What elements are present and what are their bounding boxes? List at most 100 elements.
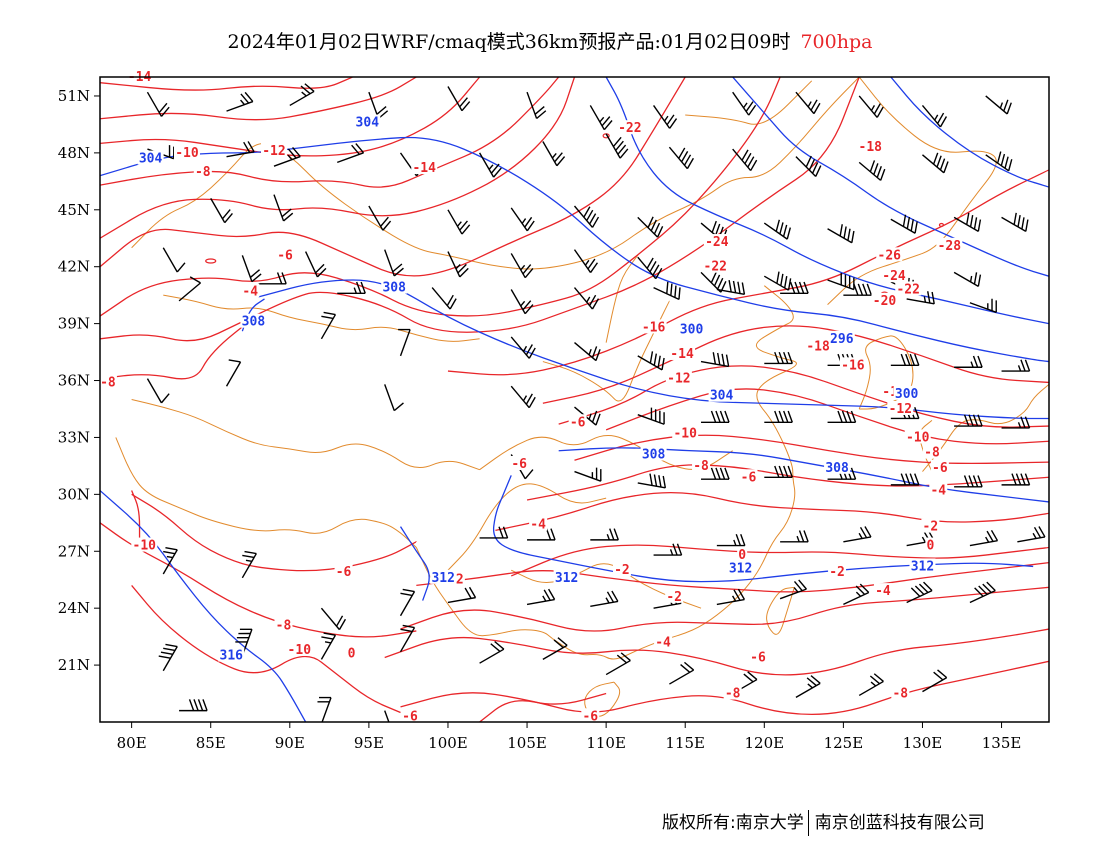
border-line bbox=[115, 437, 417, 548]
wind-barb bbox=[890, 214, 918, 234]
height-contour bbox=[558, 447, 1049, 503]
temperature-label-bg bbox=[669, 345, 696, 360]
height-label-bg bbox=[828, 330, 855, 345]
footer-divider bbox=[807, 810, 809, 836]
temperature-contour bbox=[416, 562, 1049, 593]
wind-barb bbox=[320, 607, 347, 631]
chart-title: 2024年01月02日WRF/cmaq模式36km预报产品:01月02日09时 7… bbox=[0, 27, 1100, 54]
wind-barb bbox=[764, 351, 793, 365]
temperature-label: -12 bbox=[889, 402, 912, 417]
lat-tick-label: 51N bbox=[58, 87, 90, 105]
temperature-label-bg bbox=[411, 160, 438, 175]
wind-barb bbox=[858, 673, 884, 697]
temperature-label-bg bbox=[640, 319, 667, 334]
height-label: 312 bbox=[431, 571, 454, 586]
temperature-contour bbox=[526, 464, 1049, 501]
wind-barb bbox=[447, 586, 477, 604]
temperature-label-bg bbox=[665, 588, 684, 603]
wind-barb bbox=[922, 152, 949, 174]
wind-barb bbox=[398, 328, 411, 357]
lon-tick-label: 95E bbox=[354, 734, 384, 752]
temperature-contour bbox=[131, 584, 401, 714]
wind-barb bbox=[320, 311, 337, 340]
height-label-bg bbox=[909, 558, 936, 573]
wind-barb bbox=[226, 91, 254, 112]
wind-barb bbox=[510, 336, 536, 359]
lon-tick-label: 100E bbox=[428, 734, 468, 752]
temperature-label-bg bbox=[748, 649, 767, 664]
temperature-contour bbox=[100, 77, 560, 188]
temperature-label-bg bbox=[581, 708, 600, 723]
temperature-label: -4 bbox=[242, 284, 258, 299]
border-line bbox=[922, 383, 1049, 472]
height-label-bg bbox=[727, 560, 754, 575]
lon-tick-label: 80E bbox=[117, 734, 147, 752]
height-label-bg bbox=[354, 114, 381, 129]
wind-barb bbox=[542, 637, 568, 661]
height-label: 316 bbox=[220, 649, 244, 664]
wind-barb bbox=[590, 528, 619, 541]
height-label: 304 bbox=[710, 389, 734, 404]
height-label: 296 bbox=[830, 332, 854, 347]
wind-barb bbox=[890, 353, 920, 367]
height-label-bg bbox=[678, 321, 705, 336]
wind-barb bbox=[700, 271, 727, 293]
temperature-label: 0 bbox=[738, 548, 746, 563]
temperature-label: -22 bbox=[896, 282, 919, 297]
wind-barb bbox=[573, 287, 600, 310]
wind-barb bbox=[574, 467, 602, 482]
height-label: 312 bbox=[555, 571, 578, 586]
height-contour bbox=[732, 77, 1049, 277]
wind-barb bbox=[732, 91, 757, 116]
temperature-label: -24 bbox=[705, 235, 729, 250]
wind-barb bbox=[542, 141, 566, 167]
lon-tick-label: 90E bbox=[275, 734, 305, 752]
temperature-label: -18 bbox=[806, 339, 830, 354]
lat-tick-label: 30N bbox=[58, 485, 90, 503]
temperature-label: -14 bbox=[412, 161, 436, 176]
height-label-bg bbox=[137, 150, 164, 165]
temperature-label: -8 bbox=[276, 618, 292, 633]
wind-barb bbox=[226, 141, 255, 158]
wind-barb bbox=[653, 281, 681, 301]
axis-ticks-layer: 80E 85E 90E 95E 100E 105E 110E 115E 120E 125E 130E… bbox=[58, 87, 1022, 752]
wind-barb bbox=[399, 588, 416, 617]
wind-barb bbox=[526, 588, 556, 606]
wind-barb bbox=[384, 710, 390, 722]
temperature-label: -4 bbox=[530, 518, 546, 533]
height-label: 312 bbox=[729, 561, 752, 576]
wind-barb bbox=[969, 298, 997, 313]
wind-barb bbox=[241, 550, 257, 579]
border-line bbox=[163, 294, 480, 342]
lon-tick-label: 125E bbox=[824, 734, 864, 752]
lon-tick-label: 135E bbox=[982, 734, 1022, 752]
height-label-bg bbox=[240, 313, 267, 328]
wind-barb bbox=[447, 209, 471, 235]
temperature-contours-layer bbox=[100, 77, 1049, 722]
temperature-label: -4 bbox=[930, 484, 946, 499]
copyright-company: 南京创蓝科技有限公司 bbox=[814, 813, 985, 833]
temperature-label-bg bbox=[334, 564, 353, 579]
temperature-contour bbox=[100, 522, 417, 638]
temperature-label-bg bbox=[276, 247, 295, 262]
temperature-label-bg bbox=[904, 429, 931, 444]
wind-barb bbox=[162, 247, 186, 273]
wind-barb bbox=[668, 146, 694, 170]
map-frame bbox=[99, 76, 1050, 723]
border-line bbox=[766, 586, 795, 635]
lon-tick-label: 85E bbox=[196, 734, 226, 752]
border-line bbox=[415, 547, 553, 639]
wind-barb bbox=[605, 133, 629, 159]
wind-barb bbox=[827, 272, 855, 291]
temperature-label: -6 bbox=[277, 248, 293, 263]
temperature-label: -2 bbox=[666, 590, 682, 605]
temperature-contour bbox=[100, 77, 576, 239]
copyright-owner: 版权所有:南京大学 bbox=[662, 813, 804, 833]
temperature-label: -2 bbox=[614, 563, 630, 578]
wind-barb bbox=[273, 194, 294, 222]
border-line bbox=[827, 77, 997, 306]
wind-barb bbox=[273, 146, 301, 167]
wind-barb bbox=[637, 256, 663, 280]
temperature-label-bg bbox=[922, 444, 941, 459]
